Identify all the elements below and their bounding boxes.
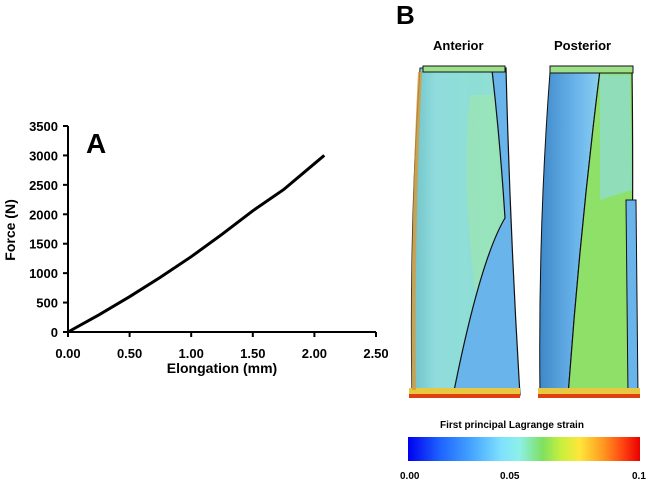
posterior-strand-right <box>625 199 639 398</box>
posterior-bottom-red <box>538 394 640 398</box>
y-tick-label: 1000 <box>29 266 58 281</box>
y-tick-label: 500 <box>36 296 58 311</box>
x-tick-label: 2.00 <box>302 346 327 361</box>
y-tick-label: 3000 <box>29 148 58 163</box>
y-tick-label: 1500 <box>29 237 58 252</box>
y-axis-title: Force (N) <box>2 199 18 260</box>
chart-ticks: 0.00 0.50 1.00 1.50 2.00 2.50 0 500 1000 1500 2000… <box>29 119 389 361</box>
x-tick-label: 1.00 <box>179 346 204 361</box>
posterior-model <box>538 65 640 398</box>
panel-label-a: A <box>86 128 107 159</box>
x-tick-label: 0.00 <box>55 346 80 361</box>
force-elongation-line <box>67 154 326 334</box>
anterior-model <box>409 65 521 398</box>
anterior-top-edge <box>422 65 506 73</box>
colorbar-mid-label: 0.05 <box>500 471 520 482</box>
anterior-strand-right <box>452 67 521 397</box>
anterior-bottom-red <box>409 394 520 398</box>
posterior-cyan-patch <box>600 75 632 200</box>
y-tick-label: 2500 <box>29 178 58 193</box>
x-tick-label: 0.50 <box>117 346 142 361</box>
x-axis-title: Elongation (mm) <box>167 360 277 376</box>
x-tick-label: 2.50 <box>363 346 388 361</box>
y-tick-label: 0 <box>51 325 58 340</box>
chart-axes <box>67 126 376 333</box>
colorbar-title: First principal Lagrange strain <box>440 420 584 431</box>
strain-colorbar <box>408 437 640 461</box>
y-tick-label: 3500 <box>29 119 58 134</box>
anterior-left-edge <box>411 72 422 390</box>
x-tick-label: 1.50 <box>240 346 265 361</box>
colorbar-max-label: 0.1 <box>632 471 646 482</box>
posterior-top-edge <box>549 65 634 74</box>
panel-label-b: B <box>396 0 415 30</box>
y-tick-label: 2000 <box>29 207 58 222</box>
posterior-title: Posterior <box>554 38 612 53</box>
anterior-title: Anterior <box>433 38 484 53</box>
colorbar-min-label: 0.00 <box>400 471 420 482</box>
